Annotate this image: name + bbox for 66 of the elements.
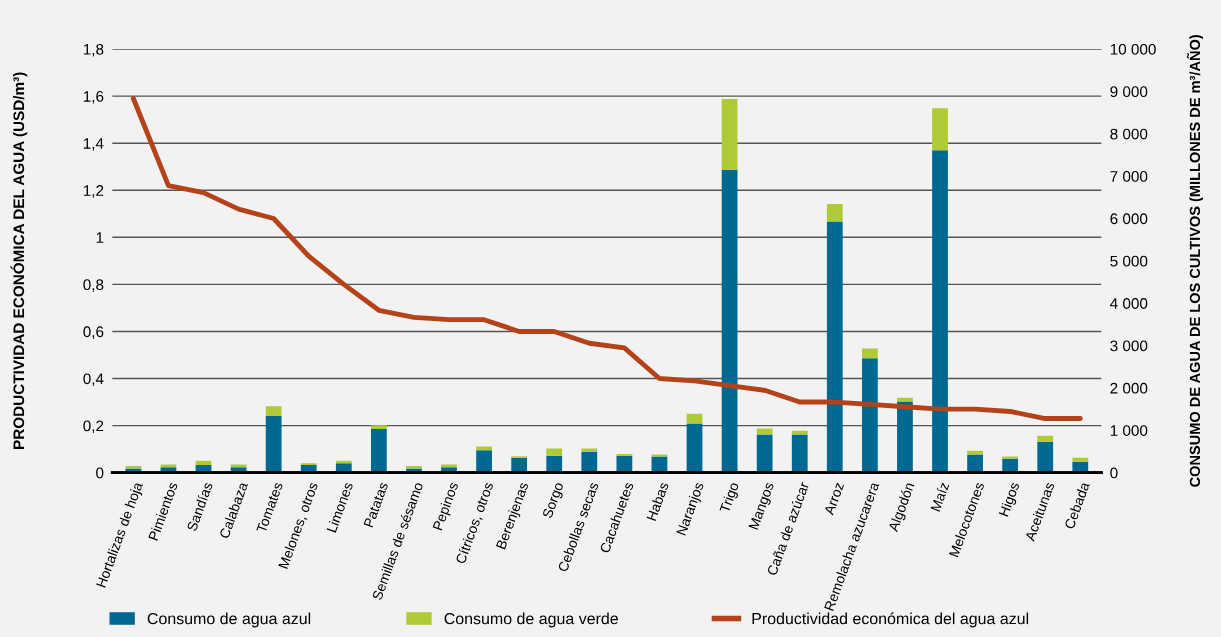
bar: [1072, 457, 1089, 462]
y-tick-label: 1,6: [83, 90, 104, 104]
bar: [546, 448, 563, 456]
bar: [370, 425, 387, 430]
bar: [265, 415, 282, 473]
x-tick-label: Trigo: [719, 481, 742, 515]
y2-tick-label: 7 000: [1110, 171, 1148, 182]
bar: [791, 434, 808, 473]
bar: [791, 430, 808, 435]
bar: [721, 99, 738, 170]
bar: [1002, 456, 1019, 459]
y2-tick-label: 5 000: [1110, 255, 1148, 267]
bar: [861, 348, 878, 359]
bar: [1037, 435, 1054, 442]
legend-label: Productividad económica del agua azul: [752, 612, 1029, 628]
y2-tick-label: 4 000: [1110, 298, 1148, 309]
y2-tick-label: 2 000: [1110, 382, 1148, 394]
y-tick-label: 0,8: [83, 279, 104, 292]
bar: [756, 428, 773, 435]
bar: [932, 150, 948, 473]
y-tick-label: 1: [96, 232, 104, 243]
bar: [756, 434, 773, 473]
bar: [967, 454, 983, 473]
y2-tick-label: 9 000: [1110, 86, 1148, 98]
y-tick-label: 0,6: [83, 326, 104, 339]
y2-tick-label: 1 000: [1110, 425, 1148, 436]
x-tick-label: Habas: [646, 481, 669, 522]
y-axis-title: PRODUCTIVIDAD ECONÓMICA DEL AGUA (USD/m³): [10, 72, 28, 449]
y-tick-label: 0: [96, 467, 104, 479]
bar: [686, 423, 703, 473]
bar: [476, 446, 492, 451]
y2-tick-label: 10 000: [1110, 43, 1156, 55]
y2-tick-label: 3 000: [1110, 340, 1148, 352]
legend-label: Consumo de agua verde: [444, 612, 618, 628]
bar: [581, 448, 598, 452]
bar: [476, 450, 492, 473]
bar: [546, 455, 563, 473]
y2-axis-title: CONSUMO DE AGUA DE LOS CULTIVOS (MILLONES DE m³/AÑO): [1186, 34, 1203, 487]
bar: [265, 406, 282, 416]
y-tick-label: 1,8: [83, 43, 104, 57]
x-tick-label: Maíz: [929, 481, 950, 512]
y-tick-label: 1,2: [83, 185, 104, 198]
bar: [861, 358, 878, 473]
y-tick-label: 0,4: [83, 373, 104, 387]
x-tick-label: Arroz: [823, 481, 845, 516]
bar: [932, 108, 948, 151]
y2-tick-label: 8 000: [1110, 128, 1148, 140]
y-tick-label: 1,4: [83, 138, 104, 151]
bar: [581, 451, 598, 473]
bar: [651, 454, 668, 457]
line-series: [130, 96, 1083, 421]
bar: [721, 169, 738, 473]
bar: [686, 413, 703, 424]
y-tick-label: 0,2: [83, 420, 104, 434]
bar: [616, 455, 633, 473]
bar: [1037, 441, 1054, 473]
y2-tick-label: 0: [1110, 467, 1118, 479]
bar: [826, 204, 843, 222]
bar: [897, 401, 913, 473]
x-tick-label: Sorgo: [542, 481, 567, 520]
bar: [195, 460, 212, 466]
bar: [370, 429, 387, 473]
bar: [826, 221, 843, 473]
y2-tick-label: 6 000: [1110, 213, 1148, 225]
legend-label: Consumo de agua azul: [147, 612, 311, 628]
x-tick-label: Higos: [998, 481, 1023, 518]
